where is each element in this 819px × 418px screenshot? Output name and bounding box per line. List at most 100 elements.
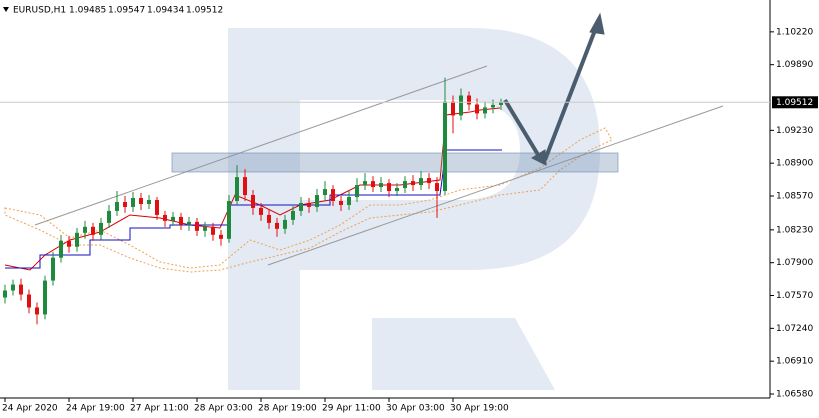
candle-body: [283, 219, 287, 229]
y-tick-label: 1.07900: [776, 258, 813, 268]
header-icon: [3, 7, 9, 12]
ichimoku-cloud: [4, 127, 613, 273]
last-price-box: [772, 96, 818, 109]
candle-body: [171, 216, 175, 221]
x-tick-label: 28 Apr 03:00: [194, 404, 253, 414]
watermark: [228, 28, 600, 390]
candle-body: [27, 294, 31, 308]
y-tick-label: 1.09230: [776, 126, 813, 136]
candle-body: [475, 104, 479, 114]
candle-body: [235, 177, 239, 201]
y-tick-label: 1.08570: [776, 192, 813, 202]
channel-lower: [267, 105, 724, 266]
candle-body: [427, 178, 431, 184]
candle-body: [195, 221, 199, 231]
candle-body: [99, 222, 103, 235]
symbol: EURUSD,H1: [13, 6, 66, 16]
candles: [3, 77, 503, 325]
candle-body: [147, 199, 151, 204]
candle-body: [227, 200, 231, 239]
candle-body: [467, 95, 471, 105]
ohlc-close: 1.09512: [186, 6, 223, 16]
forecast-arrow: [503, 12, 605, 166]
candle-body: [83, 226, 87, 233]
candle-body: [291, 210, 295, 220]
candle-body: [315, 195, 319, 207]
x-tick-label: 24 Apr 19:00: [66, 404, 125, 414]
candle-body: [339, 200, 343, 205]
candle-body: [203, 226, 207, 231]
candle-body: [459, 95, 463, 116]
candle-body: [131, 198, 135, 207]
y-tick-label: 1.06580: [776, 390, 813, 400]
candle-body: [51, 257, 55, 281]
candle-body: [251, 195, 255, 208]
candle-body: [123, 201, 127, 207]
candle-body: [267, 214, 271, 223]
candle-body: [179, 216, 183, 225]
x-tick-label: 27 Apr 11:00: [130, 404, 189, 414]
candle-body: [115, 201, 119, 211]
candle-body: [451, 101, 455, 116]
candle-body: [331, 189, 335, 201]
candle-body: [347, 197, 351, 205]
candle-body: [307, 202, 311, 207]
candle-body: [275, 222, 279, 229]
candle-body: [139, 198, 143, 204]
candle-body: [107, 210, 111, 223]
x-tick-label: 30 Apr 19:00: [450, 404, 509, 414]
x-tick-label: 29 Apr 11:00: [322, 404, 381, 414]
support-zone: [171, 152, 619, 173]
ohlc-high: 1.09547: [108, 6, 145, 16]
candle-body: [323, 189, 327, 196]
x-tick-label: 28 Apr 19:00: [258, 404, 317, 414]
candle-body: [243, 177, 247, 196]
candle-body: [3, 290, 7, 298]
ohlc-low: 1.09434: [147, 6, 184, 16]
candle-body: [19, 284, 23, 295]
y-tick-label: 1.06910: [776, 357, 813, 367]
channel-upper: [34, 65, 488, 226]
candle-body: [211, 226, 215, 235]
candle-body: [435, 183, 439, 192]
y-tick-label: 1.08900: [776, 159, 813, 169]
candle-body: [411, 181, 415, 186]
candle-body: [403, 181, 407, 189]
candle-body: [35, 307, 39, 315]
y-tick-label: 1.10220: [776, 27, 813, 37]
candle-body: [363, 181, 367, 186]
candle-body: [163, 214, 167, 221]
y-tick-label: 1.09890: [776, 60, 813, 70]
candle-body: [43, 280, 47, 315]
candle-body: [491, 104, 495, 108]
x-tick-label: 24 Apr 2020: [2, 404, 58, 414]
candle-body: [67, 240, 71, 247]
candle-body: [371, 181, 375, 188]
candle-body: [187, 221, 191, 225]
candle-body: [483, 107, 487, 114]
candle-body: [419, 178, 423, 186]
candle-body: [59, 240, 63, 258]
candle-body: [379, 183, 383, 188]
y-tick-label: 1.08230: [776, 225, 813, 235]
candle-body: [219, 234, 223, 239]
x-tick-label: 30 Apr 03:00: [386, 404, 445, 414]
y-tick-label: 1.07570: [776, 291, 813, 301]
candle-body: [387, 183, 391, 192]
candle-body: [91, 226, 95, 235]
candle-body: [75, 232, 79, 247]
candle-body: [499, 102, 503, 105]
kijun-line: [5, 149, 502, 269]
candle-body: [443, 101, 447, 192]
candle-body: [395, 188, 399, 192]
ohlc-open: 1.09485: [69, 6, 106, 16]
candle-body: [355, 185, 359, 198]
last-price-label: 1.09512: [776, 98, 813, 108]
candle-body: [299, 202, 303, 211]
candle-body: [259, 207, 263, 215]
y-tick-label: 1.07240: [776, 324, 813, 334]
candle-body: [11, 284, 15, 291]
candle-body: [155, 199, 159, 215]
